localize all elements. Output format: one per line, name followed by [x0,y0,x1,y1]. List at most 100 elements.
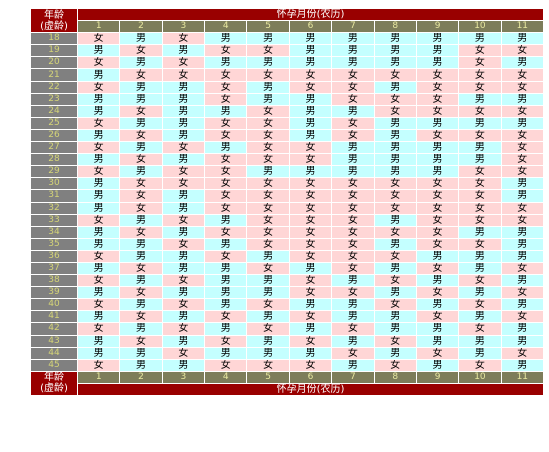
age-cell: 29 [30,165,78,179]
table-row: 20 女男女男男男男男男女男 [30,56,545,70]
girl-cell: 女 [204,201,248,215]
girl-cell: 女 [415,104,460,118]
girl-cell: 女 [458,298,502,312]
girl-cell: 女 [119,104,163,118]
girl-cell: 女 [246,44,290,58]
girl-cell: 女 [204,358,248,372]
girl-cell: 女 [288,225,333,239]
table-row: 26 男女男女女男女男女女女 [30,128,545,143]
age-cell: 30 [30,177,78,191]
boy-cell: 男 [76,201,121,215]
boy-cell: 男 [161,286,206,300]
table-row: 28 男女男女女女男男男男女 [30,153,545,167]
boy-cell: 男 [204,213,248,227]
header-month-11: 11 [500,20,545,34]
age-cell: 45 [30,358,78,372]
boy-cell: 男 [119,237,163,251]
girl-cell: 女 [500,80,545,94]
age-cell: 31 [30,189,78,203]
girl-cell: 女 [500,346,545,360]
boy-cell: 男 [373,116,417,130]
boy-cell: 男 [76,104,121,118]
girl-cell: 女 [204,116,248,130]
girl-cell: 女 [204,177,248,191]
boy-cell: 男 [458,92,502,106]
girl-cell: 女 [288,334,333,348]
boy-cell: 男 [161,80,206,94]
girl-cell: 女 [161,322,206,336]
girl-cell: 女 [331,116,375,130]
boy-cell: 男 [204,237,248,251]
girl-cell: 女 [76,116,121,130]
age-header-sublabel: (虚龄) [40,20,68,32]
girl-cell: 女 [331,346,375,360]
girl-cell: 女 [415,225,460,239]
boy-cell: 男 [76,286,121,300]
girl-cell: 女 [458,189,502,203]
boy-cell: 男 [246,346,290,360]
table-row: 27 女男女男女女男男男男女 [30,141,545,155]
age-cell: 39 [30,286,78,300]
footer-month-2: 2 [119,370,163,384]
boy-cell: 男 [415,153,460,167]
boy-cell: 男 [76,334,121,348]
girl-cell: 女 [204,68,248,82]
age-cell: 24 [30,104,78,118]
girl-cell: 女 [119,177,163,191]
table-row: 37 男女男男女男女男女男女 [30,261,545,276]
girl-cell: 女 [500,68,545,82]
girl-cell: 女 [161,213,206,227]
boy-cell: 男 [458,346,502,360]
girl-cell: 女 [288,68,333,82]
month-number-row-bottom: 年龄 (虚龄) 1 2 3 4 5 6 7 8 9 10 11 [30,370,545,397]
boy-cell: 男 [119,92,163,106]
girl-cell: 女 [331,189,375,203]
boy-cell: 男 [119,213,163,227]
girl-cell: 女 [415,213,460,227]
boy-cell: 男 [331,310,375,324]
girl-cell: 女 [373,104,417,118]
girl-cell: 女 [161,237,206,251]
boy-cell: 男 [76,153,121,167]
girl-cell: 女 [246,358,290,372]
age-cell: 32 [30,201,78,215]
girl-cell: 女 [119,225,163,239]
table-row: 30 男女女女女女女女女女男 [30,177,545,191]
boy-cell: 男 [500,358,545,372]
age-column-footer: 年龄 (虚龄) [30,370,78,397]
girl-cell: 女 [288,189,333,203]
table-body: 18 女男女男男男男男男男男 19 男女男女女男男男男女女 20 女男女男男男男男男女男 2… [30,32,545,372]
boy-cell: 男 [415,298,460,312]
girl-cell: 女 [458,44,502,58]
girl-cell: 女 [119,44,163,58]
girl-cell: 女 [331,80,375,94]
boy-cell: 男 [288,32,333,46]
girl-cell: 女 [119,201,163,215]
table-row: 21 男女女女女女女女女女女 [30,68,545,82]
header-month-4: 4 [204,20,248,34]
girl-cell: 女 [288,141,333,155]
boy-cell: 男 [119,80,163,94]
boy-cell: 男 [161,201,206,215]
boy-cell: 男 [331,274,375,288]
boy-cell: 男 [500,56,545,70]
header-month-5: 5 [246,20,290,34]
table-row: 35 男男女男女女女男女女男 [30,237,545,251]
table-row: 18 女男女男男男男男男男男 [30,32,545,46]
table-row: 23 男男男女男男女女女男男 [30,92,545,106]
girl-cell: 女 [204,128,248,143]
girl-cell: 女 [373,201,417,215]
girl-cell: 女 [500,165,545,179]
table-row: 38 女男女男男女男女男女男 [30,274,545,288]
header-month-6: 6 [288,20,333,34]
girl-cell: 女 [288,237,333,251]
girl-cell: 女 [161,141,206,155]
girl-cell: 女 [458,68,502,82]
boy-cell: 男 [119,116,163,130]
girl-cell: 女 [373,225,417,239]
footer-month-3: 3 [161,370,206,384]
boy-cell: 男 [373,213,417,227]
boy-cell: 男 [415,116,460,130]
girl-cell: 女 [458,274,502,288]
boy-cell: 男 [331,334,375,348]
